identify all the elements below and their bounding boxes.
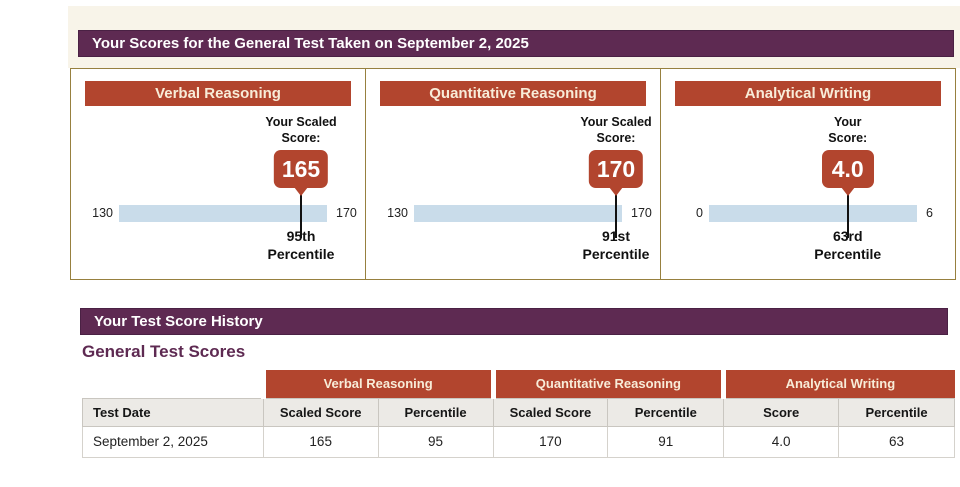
section-analytical-writing: Analytical Writing Your Score: 4.0 0 6 6… bbox=[660, 69, 955, 279]
cell-quant-percentile: 91 bbox=[607, 425, 725, 458]
scores-header-bar: Your Scores for the General Test Taken o… bbox=[78, 30, 954, 57]
col-header-aw-percentile: Percentile bbox=[838, 397, 955, 427]
analytical-scale-min: 0 bbox=[696, 206, 703, 220]
col-header-verbal-percentile: Percentile bbox=[377, 397, 494, 427]
quantitative-scale-min: 130 bbox=[387, 206, 408, 220]
cell-aw-score: 4.0 bbox=[723, 425, 840, 458]
group-header-quantitative: Quantitative Reasoning bbox=[490, 370, 727, 398]
cell-quant-scaled-score: 170 bbox=[492, 425, 609, 458]
group-header-verbal: Verbal Reasoning bbox=[260, 370, 496, 398]
quantitative-score-pointer-icon bbox=[609, 187, 623, 196]
column-header-row: Test Date Scaled Score Percentile Scaled… bbox=[82, 397, 955, 427]
analytical-marker-line bbox=[846, 192, 849, 238]
history-header-title: Your Test Score History bbox=[94, 313, 263, 330]
cell-verbal-scaled-score: 165 bbox=[262, 425, 379, 458]
analytical-score-gauge: Your Score: 4.0 0 6 63rd Percentile bbox=[696, 112, 933, 272]
cell-verbal-percentile: 95 bbox=[377, 425, 494, 458]
analytical-score-label: Your Score: bbox=[828, 115, 868, 146]
col-header-verbal-scaled-score: Scaled Score bbox=[262, 397, 379, 427]
verbal-score-value-box: 165 bbox=[273, 150, 329, 188]
verbal-marker-line bbox=[300, 192, 302, 238]
quantitative-marker-line bbox=[615, 192, 617, 238]
quantitative-score-value-box: 170 bbox=[588, 150, 644, 188]
verbal-score-label: Your Scaled Score: bbox=[265, 115, 337, 146]
group-header-analytical: Analytical Writing bbox=[721, 370, 955, 398]
section-title-verbal: Verbal Reasoning bbox=[85, 81, 351, 106]
verbal-scale-min: 130 bbox=[92, 206, 113, 220]
quantitative-score-label: Your Scaled Score: bbox=[580, 115, 652, 146]
history-subheading: General Test Scores bbox=[82, 342, 246, 361]
quantitative-score-gauge: Your Scaled Score: 170 130 170 91st Perc… bbox=[387, 112, 652, 272]
quantitative-scale-max: 170 bbox=[631, 206, 652, 220]
analytical-scale-bar bbox=[709, 205, 917, 222]
current-scores-panel: Verbal Reasoning Your Scaled Score: 165 … bbox=[70, 68, 956, 280]
col-header-aw-score: Score bbox=[723, 397, 840, 427]
analytical-score-pointer-icon bbox=[840, 187, 855, 196]
group-header-row: Verbal Reasoning Quantitative Reasoning … bbox=[83, 370, 955, 398]
section-title-quantitative: Quantitative Reasoning bbox=[380, 81, 646, 106]
col-header-test-date: Test Date bbox=[82, 397, 264, 427]
cell-test-date: September 2, 2025 bbox=[82, 425, 264, 458]
verbal-score-pointer-icon bbox=[294, 187, 308, 196]
section-verbal-reasoning: Verbal Reasoning Your Scaled Score: 165 … bbox=[71, 69, 365, 279]
verbal-score-gauge: Your Scaled Score: 165 130 170 95th Perc… bbox=[92, 112, 357, 272]
analytical-score-value-box: 4.0 bbox=[821, 150, 874, 188]
col-header-quant-scaled-score: Scaled Score bbox=[492, 397, 609, 427]
analytical-scale-max: 6 bbox=[926, 206, 933, 220]
history-header-bar: Your Test Score History bbox=[80, 308, 948, 335]
table-row: September 2, 2025 165 95 170 91 4.0 63 bbox=[82, 425, 955, 458]
section-quantitative-reasoning: Quantitative Reasoning Your Scaled Score… bbox=[365, 69, 660, 279]
scores-header-title: Your Scores for the General Test Taken o… bbox=[92, 35, 529, 52]
cell-aw-percentile: 63 bbox=[838, 425, 955, 458]
quantitative-scale-bar bbox=[414, 205, 622, 222]
table-corner-spacer bbox=[83, 370, 264, 398]
verbal-scale-bar bbox=[119, 205, 327, 222]
verbal-scale-max: 170 bbox=[336, 206, 357, 220]
section-title-analytical: Analytical Writing bbox=[675, 81, 941, 106]
col-header-quant-percentile: Percentile bbox=[607, 397, 725, 427]
score-history-table: Verbal Reasoning Quantitative Reasoning … bbox=[82, 370, 955, 458]
